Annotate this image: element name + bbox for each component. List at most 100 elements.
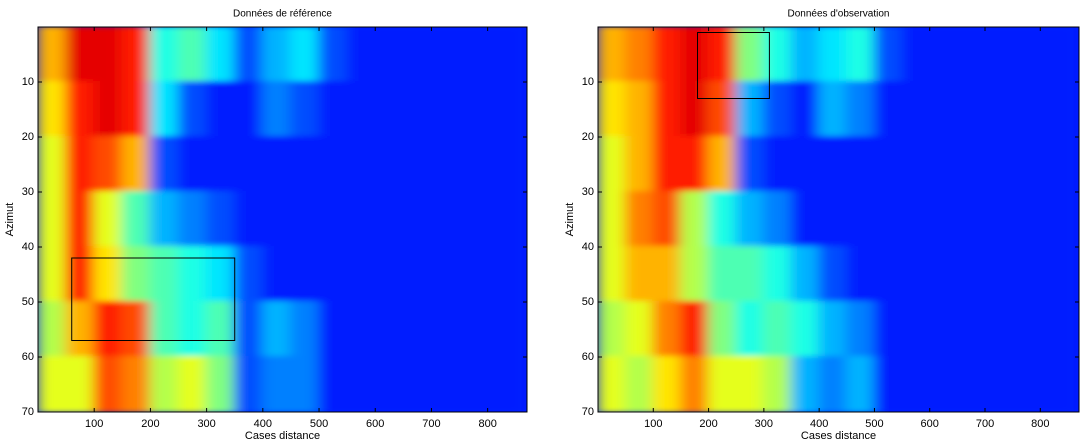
heat-cell	[121, 81, 152, 138]
heat-cell	[177, 136, 208, 193]
heat-cell	[928, 301, 959, 358]
heat-cell	[261, 246, 292, 303]
heat-cell	[928, 136, 959, 193]
y-tick-label: 40	[22, 241, 34, 253]
heat-cell	[261, 191, 292, 248]
heat-cell	[652, 356, 682, 412]
x-tick-label: 700	[976, 418, 994, 430]
heat-cell	[65, 136, 96, 193]
heat-cell	[1039, 191, 1069, 248]
heat-cell	[93, 136, 124, 193]
heat-cell	[402, 27, 433, 83]
heat-cell	[1066, 136, 1079, 193]
selection-box	[71, 257, 236, 341]
heat-cell	[790, 136, 821, 193]
heat-cell	[346, 301, 377, 358]
heat-cell	[818, 356, 848, 412]
heat-cell	[430, 136, 461, 193]
heat-cell	[873, 81, 904, 138]
heat-cell	[624, 136, 655, 193]
heat-cell	[205, 136, 236, 193]
heat-cell	[514, 246, 527, 303]
heat-cell	[598, 27, 627, 83]
heat-cell	[652, 81, 682, 138]
heat-cell	[289, 136, 321, 193]
heat-cell	[845, 356, 876, 412]
heat-cell	[65, 81, 96, 138]
heat-cell	[624, 191, 655, 248]
heat-cell	[652, 27, 682, 83]
x-tick-label: 400	[810, 418, 828, 430]
heat-cell	[707, 356, 738, 412]
heat-cell	[652, 136, 682, 193]
heat-cell	[873, 301, 904, 358]
heat-cell	[928, 81, 959, 138]
heat-cell	[430, 301, 461, 358]
heat-cell	[374, 27, 405, 83]
heat-cell	[318, 191, 349, 248]
heat-cell	[346, 356, 377, 412]
chart: 100 200 300 400 500 600 700 800 10 20 30 40 50 60 70 Do…	[564, 9, 1080, 442]
heat-cell	[956, 81, 987, 138]
heat-cell	[430, 356, 461, 412]
heat-cell	[762, 356, 793, 412]
heat-cell	[956, 191, 987, 248]
heat-cell	[458, 301, 489, 358]
heat-cell	[707, 136, 738, 193]
heat-cell	[177, 191, 208, 248]
heat-cell	[486, 136, 517, 193]
heat-cell	[318, 246, 349, 303]
heat-cell	[233, 27, 264, 83]
cells	[38, 27, 527, 412]
heat-cell	[1066, 81, 1079, 138]
x-tick-label: 300	[197, 418, 215, 430]
heat-cell	[65, 191, 96, 248]
heat-cell	[318, 27, 349, 83]
heat-cell	[233, 191, 264, 248]
heat-cell	[374, 246, 405, 303]
heat-cell	[928, 356, 959, 412]
y-axis-label: Azimut	[4, 203, 16, 237]
x-tick-label: 400	[254, 418, 272, 430]
heat-cell	[346, 246, 377, 303]
heat-cell	[149, 27, 180, 83]
heat-cell	[261, 81, 292, 138]
heat-cell	[514, 191, 527, 248]
heat-cell	[177, 246, 208, 303]
heat-cell	[318, 301, 349, 358]
heat-cell	[818, 27, 848, 83]
heat-cell	[430, 246, 461, 303]
y-tick-label: 30	[582, 186, 594, 198]
heat-cell	[1039, 136, 1069, 193]
heat-cell	[374, 356, 405, 412]
heat-cell	[652, 191, 682, 248]
heat-cell	[458, 246, 489, 303]
heat-cell	[93, 246, 124, 303]
heat-cell	[38, 81, 68, 138]
y-tick-label: 10	[582, 76, 594, 88]
y-tick-label: 70	[582, 406, 594, 418]
heat-cell	[121, 301, 152, 358]
heat-cell	[346, 191, 377, 248]
heat-cell	[679, 136, 710, 193]
heat-cell	[845, 81, 876, 138]
x-tick-label: 100	[85, 418, 103, 430]
heat-cell	[818, 136, 848, 193]
heat-cell	[486, 81, 517, 138]
heat-cell	[707, 191, 738, 248]
heat-cell	[205, 246, 236, 303]
heat-cell	[289, 356, 321, 412]
heat-cell	[624, 356, 655, 412]
heat-cell	[624, 81, 655, 138]
heat-cell	[149, 246, 180, 303]
heat-cell	[956, 356, 987, 412]
heat-cell	[984, 356, 1014, 412]
heat-cell	[374, 136, 405, 193]
chart-title: Données de référence	[233, 9, 332, 20]
heat-cell	[374, 301, 405, 358]
heat-cell	[873, 27, 904, 83]
heat-cell	[598, 191, 627, 248]
heat-cell	[901, 81, 931, 138]
heat-cell	[38, 301, 68, 358]
